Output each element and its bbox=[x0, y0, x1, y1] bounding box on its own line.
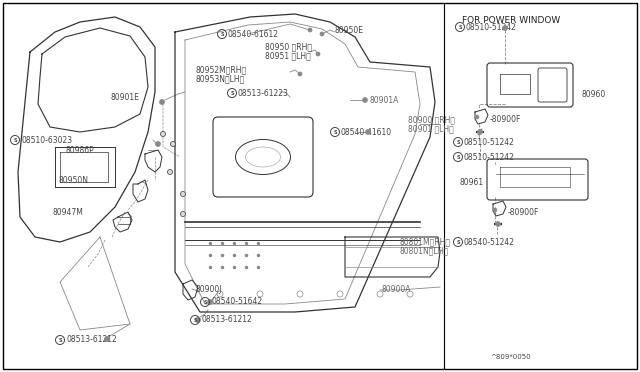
Text: 08540-41610: 08540-41610 bbox=[341, 128, 392, 137]
Text: 08510-51242: 08510-51242 bbox=[466, 22, 517, 32]
Circle shape bbox=[170, 141, 175, 147]
Text: 08540-51642: 08540-51642 bbox=[211, 298, 262, 307]
Text: 80900 〈RH〉: 80900 〈RH〉 bbox=[408, 115, 455, 125]
Text: S: S bbox=[456, 240, 460, 244]
Circle shape bbox=[362, 97, 367, 103]
Text: 80961: 80961 bbox=[460, 177, 484, 186]
Text: 80900J: 80900J bbox=[195, 285, 221, 295]
Text: S: S bbox=[193, 317, 196, 323]
Text: -80900F: -80900F bbox=[508, 208, 540, 217]
Text: S: S bbox=[204, 299, 207, 305]
Text: S: S bbox=[230, 90, 234, 96]
Circle shape bbox=[298, 72, 302, 76]
Text: 80901A: 80901A bbox=[370, 96, 399, 105]
Text: 80986P: 80986P bbox=[65, 145, 93, 154]
Circle shape bbox=[477, 129, 483, 135]
Text: 08513-61223: 08513-61223 bbox=[238, 89, 289, 97]
Text: S: S bbox=[456, 140, 460, 144]
Circle shape bbox=[168, 170, 173, 174]
Circle shape bbox=[156, 141, 161, 147]
Text: 08540-61612: 08540-61612 bbox=[228, 29, 279, 38]
Text: S: S bbox=[220, 32, 224, 36]
Text: 80901 〈LH〉: 80901 〈LH〉 bbox=[408, 125, 454, 134]
Text: ^809*0050: ^809*0050 bbox=[490, 354, 531, 360]
Text: 80952M〈RH〉: 80952M〈RH〉 bbox=[195, 65, 246, 74]
Text: S: S bbox=[58, 337, 61, 343]
Text: 08510-63023: 08510-63023 bbox=[21, 135, 72, 144]
Circle shape bbox=[180, 192, 186, 196]
Circle shape bbox=[502, 26, 508, 31]
Text: 80953N〈LH〉: 80953N〈LH〉 bbox=[195, 74, 244, 83]
Circle shape bbox=[104, 337, 109, 341]
Text: S: S bbox=[13, 138, 17, 142]
Text: 80947M: 80947M bbox=[52, 208, 83, 217]
Text: 08510-51242: 08510-51242 bbox=[464, 138, 515, 147]
Text: S: S bbox=[333, 129, 337, 135]
Text: 08513-61212: 08513-61212 bbox=[66, 336, 116, 344]
Text: S: S bbox=[458, 25, 461, 29]
Text: 08510-51242: 08510-51242 bbox=[464, 153, 515, 161]
Text: 80960: 80960 bbox=[582, 90, 606, 99]
Text: 80901E: 80901E bbox=[110, 93, 139, 102]
Circle shape bbox=[495, 221, 500, 227]
Circle shape bbox=[207, 299, 212, 305]
Text: 08540-51242: 08540-51242 bbox=[464, 237, 515, 247]
Circle shape bbox=[475, 115, 479, 119]
Text: 80950E: 80950E bbox=[335, 26, 364, 35]
Circle shape bbox=[161, 131, 166, 137]
Circle shape bbox=[365, 129, 371, 135]
Text: -80900F: -80900F bbox=[490, 115, 522, 124]
Text: 80950N: 80950N bbox=[58, 176, 88, 185]
Text: 80951 〈LH〉: 80951 〈LH〉 bbox=[265, 51, 311, 61]
Circle shape bbox=[159, 99, 164, 105]
Circle shape bbox=[180, 212, 186, 217]
Text: 80801N〈LH〉: 80801N〈LH〉 bbox=[400, 247, 449, 256]
Text: S: S bbox=[456, 154, 460, 160]
Circle shape bbox=[195, 317, 200, 323]
Text: 80950 〈RH〉: 80950 〈RH〉 bbox=[265, 42, 312, 51]
Text: 80801M〈RH〉: 80801M〈RH〉 bbox=[400, 237, 451, 247]
Circle shape bbox=[493, 208, 497, 212]
Circle shape bbox=[320, 32, 324, 36]
Text: FOR POWER WINDOW: FOR POWER WINDOW bbox=[462, 16, 560, 25]
Text: 80900A: 80900A bbox=[382, 285, 412, 295]
Text: 08513-61212: 08513-61212 bbox=[201, 315, 252, 324]
Circle shape bbox=[308, 28, 312, 32]
Circle shape bbox=[316, 52, 320, 56]
